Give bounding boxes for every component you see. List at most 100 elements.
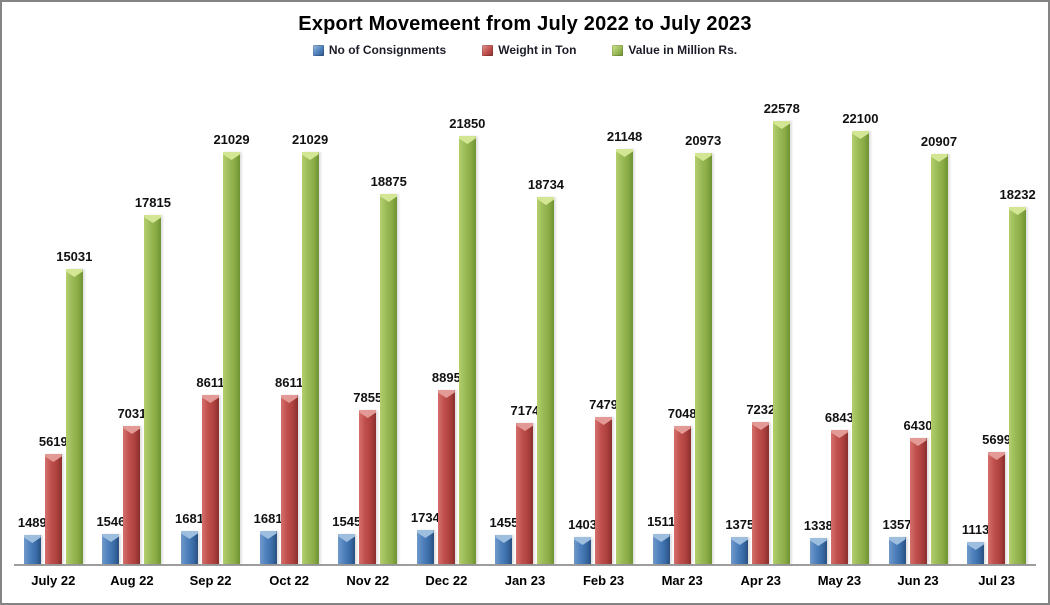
bar-value-label: 1489 [17,515,47,530]
bar-value-label: 7479 [589,397,619,412]
bar-weight: 8611 [196,375,225,564]
bar-value-label: 7232 [746,402,776,417]
bar-group: 1734 8895 21850 [407,76,486,564]
bar-top-bevel [516,423,534,431]
bar-group: 1511 7048 20973 [643,76,722,564]
bar-consignments: 1375 [725,517,754,564]
bar-weight: 5699 [982,432,1011,564]
bar-group: 1338 6843 22100 [800,76,879,564]
bar-top-bevel [909,438,927,446]
legend-marker-icon [482,44,494,56]
bar-top-bevel [888,537,906,545]
bar-weight: 7232 [746,402,775,564]
bar-top-bevel [851,131,869,139]
bar-top-bevel [930,154,948,162]
category-label: Oct 22 [269,573,309,588]
bar-value: 20907 [921,134,957,564]
plot-area: 1489 5619 15031 1546 7031 17815 1681 8611 21029 1… [14,76,1036,566]
bar-value-label: 17815 [134,195,171,210]
bar-weight: 8895 [432,370,461,564]
category-label: Jul 23 [978,573,1016,588]
bar-value: 22100 [842,111,878,564]
bar-weight: 7479 [589,397,618,564]
bar-value-label: 1734 [410,510,440,525]
bar-top-bevel [595,417,613,425]
bar-weight: 7174 [510,403,539,564]
bar-top-bevel [102,534,120,542]
bar-consignments: 1511 [647,514,675,564]
bar-top-bevel [495,535,513,543]
bar-value-label: 1681 [253,511,283,526]
bar-value-label: 22578 [763,101,800,116]
bar-top-bevel [144,215,162,223]
bar-top-bevel [988,452,1006,460]
bar-top-bevel [967,542,985,550]
bar-consignments: 1545 [332,514,361,564]
category-label: July 22 [31,573,76,588]
bar-value-label: 18232 [999,187,1036,202]
bar-value-label: 1357 [882,517,912,532]
bar-value-label: 18875 [370,174,407,189]
category-label: Feb 23 [582,573,625,588]
bar-top-bevel [123,426,141,434]
bar-group: 1681 8611 21029 [250,76,329,564]
bar-consignments: 1357 [883,517,911,564]
category-label: Sep 22 [189,573,232,588]
bar-value-label: 1681 [175,511,204,526]
bar-top-bevel [673,426,691,434]
bar-top-bevel [731,537,749,545]
category-label: Aug 22 [110,573,154,588]
bar-consignments: 1489 [18,515,47,564]
bar-value-label: 8611 [275,375,304,390]
bar-group: 1375 7232 22578 [721,76,800,564]
legend-item-0: No of Consignments [312,43,447,57]
bar-group: 1403 7479 21148 [564,76,643,564]
bar-top-bevel [301,152,319,160]
bar-top-bevel [65,269,83,277]
bar-top-bevel [259,531,277,539]
bar-top-bevel [1009,207,1027,215]
bar-value-label: 22100 [842,111,879,126]
bar-consignments: 1455 [489,515,518,564]
bar-value-label: 21029 [213,132,250,147]
bar-value: 21850 [449,116,485,564]
bar-top-bevel [23,535,41,543]
bar-value: 22578 [764,101,800,564]
bar-top-bevel [537,197,555,205]
bar-value-label: 21029 [292,132,329,147]
category-label: Mar 23 [661,573,703,588]
bar-top-bevel [380,194,398,202]
bar-value: 21029 [292,132,328,564]
bar-group: 1113 5699 18232 [957,76,1036,564]
bar-value: 21148 [607,129,642,564]
bar-top-bevel [773,121,791,129]
legend-label: Weight in Ton [498,43,577,57]
bar-value-label: 1545 [332,514,362,529]
bar-weight: 7855 [353,390,382,564]
bar-group: 1545 7855 18875 [328,76,407,564]
bar-top-bevel [437,390,455,398]
bar-consignments: 1681 [254,511,283,564]
legend-label: Value in Million Rs. [628,43,738,57]
bar-value: 18734 [528,177,564,564]
bar-top-bevel [280,395,298,403]
bar-value: 17815 [135,195,171,564]
legend-item-2: Value in Million Rs. [612,43,737,57]
legend-label: No of Consignments [328,43,447,57]
bar-value-label: 1375 [725,517,755,532]
bar-top-bevel [416,530,434,538]
bar-weight: 6430 [904,418,932,564]
bar-top-bevel [652,534,670,542]
category-label: Apr 23 [740,573,782,588]
bar-group: 1489 5619 15031 [14,76,93,564]
bar-value-label: 7048 [667,406,697,421]
bar-top-bevel [359,410,377,418]
bar-value-label: 8895 [431,370,461,385]
bar-top-bevel [223,152,241,160]
bar-value-label: 21850 [449,116,486,131]
category-label: Jun 23 [897,573,939,588]
bar-top-bevel [616,149,634,157]
bar-consignments: 1734 [411,510,440,564]
bar-top-bevel [458,136,476,144]
bar-value-label: 21148 [606,129,643,144]
